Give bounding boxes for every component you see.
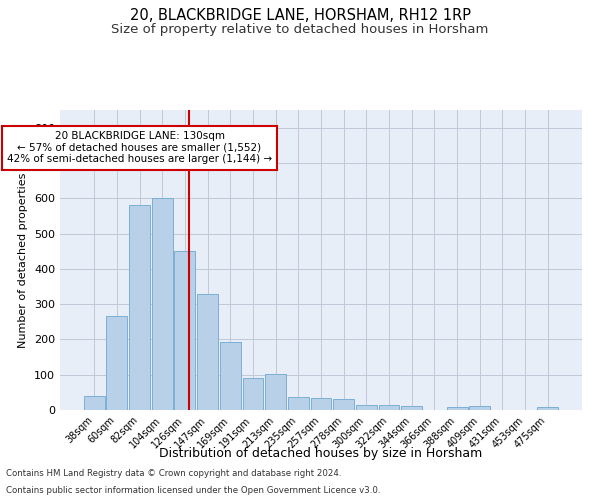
Bar [175, 251, 196, 410]
Bar [538, 407, 558, 410]
Text: Contains public sector information licensed under the Open Government Licence v3: Contains public sector information licen… [6, 486, 380, 495]
Bar [401, 406, 422, 410]
Bar [333, 398, 354, 410]
Bar [220, 342, 241, 410]
Bar [469, 406, 490, 410]
Text: Distribution of detached houses by size in Horsham: Distribution of detached houses by size … [160, 448, 482, 460]
Bar [84, 396, 104, 410]
Text: Contains HM Land Registry data © Crown copyright and database right 2024.: Contains HM Land Registry data © Crown c… [6, 468, 341, 477]
Bar [311, 398, 331, 410]
Bar [197, 294, 218, 410]
Text: Size of property relative to detached houses in Horsham: Size of property relative to detached ho… [112, 22, 488, 36]
Bar [265, 374, 286, 410]
Text: 20 BLACKBRIDGE LANE: 130sqm
← 57% of detached houses are smaller (1,552)
42% of : 20 BLACKBRIDGE LANE: 130sqm ← 57% of det… [7, 131, 272, 164]
Bar [152, 198, 173, 410]
Bar [288, 396, 309, 410]
Bar [242, 378, 263, 410]
Bar [106, 316, 127, 410]
Bar [129, 206, 150, 410]
Text: 20, BLACKBRIDGE LANE, HORSHAM, RH12 1RP: 20, BLACKBRIDGE LANE, HORSHAM, RH12 1RP [130, 8, 470, 22]
Bar [446, 407, 467, 410]
Y-axis label: Number of detached properties: Number of detached properties [19, 172, 28, 348]
Bar [379, 404, 400, 410]
Bar [356, 404, 377, 410]
